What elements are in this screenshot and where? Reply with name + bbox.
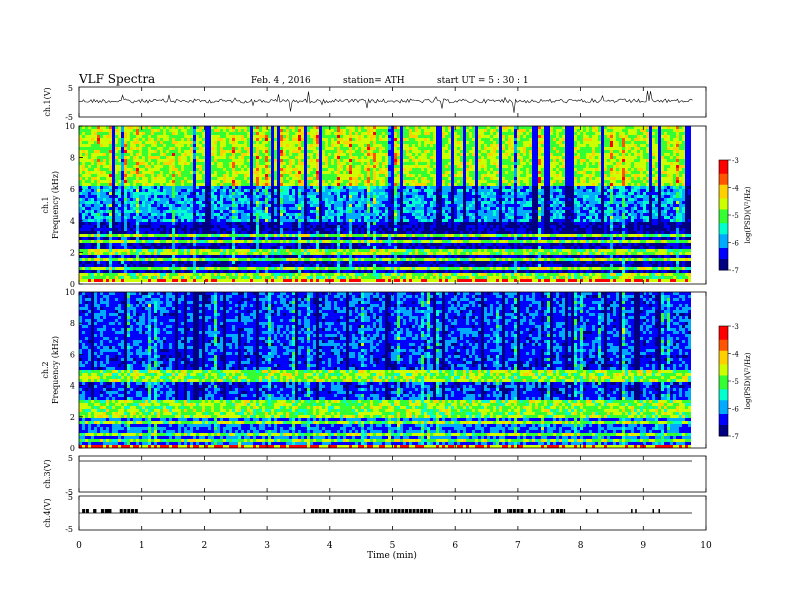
ch1-spectrogram-ytick-label: 10 (65, 122, 75, 131)
ch3-ytick-top: 5 (68, 454, 73, 463)
ch1-colorbar-tick-label: -5 (732, 212, 739, 220)
ch4-ytick-bottom: -5 (65, 525, 73, 534)
ch1-colorbar-tick-label: -6 (732, 240, 739, 248)
ch3-wave-ylabel: ch.3(V) (43, 459, 52, 488)
start-time-label: start UT = 5 : 30 : 1 (437, 76, 529, 86)
time-tick-label: 2 (202, 541, 208, 551)
ch2-spectrogram-ytick-label: 2 (70, 413, 75, 422)
ch1-spectrogram-image (79, 126, 691, 282)
time-tick-label: 0 (76, 541, 82, 551)
date-label: Feb. 4 , 2016 (251, 76, 311, 86)
time-tick-label: 10 (700, 541, 712, 551)
ch1-ytick-top: 5 (68, 84, 73, 93)
time-tick-label: 7 (515, 541, 521, 551)
ch2-colorbar-tick-label: -4 (732, 351, 739, 359)
ch1-colorbar-label: log(PSD)(V²/Hz) (744, 186, 752, 243)
station-label: station= ATH (343, 76, 405, 86)
ch1-waveform-frame (79, 87, 706, 117)
ch1-spectrogram-ytick-label: 4 (70, 217, 75, 226)
ch4-wave-ylabel: ch.4(V) (43, 498, 52, 527)
time-tick-label: 1 (139, 541, 145, 551)
figure-title: VLF Spectra (78, 72, 155, 86)
ch1-spectrogram-ylabel: Frequency (kHz) (51, 171, 60, 239)
vlf-spectra-figure: VLF Spectra Feb. 4 , 2016 station= ATH s… (0, 0, 792, 612)
ch2-colorbar-label: log(PSD)(V²/Hz) (744, 352, 752, 409)
ch2-colorbar-tick-label: -6 (732, 406, 739, 414)
ch2-colorbar-tick-label: -5 (732, 378, 739, 386)
ch1-colorbar-tick-label: -3 (732, 157, 739, 165)
ch1-spectrogram-ytick-label: 2 (70, 248, 75, 257)
ch1-wave-ylabel: ch.1(V) (43, 87, 52, 116)
ch2-spectrogram-ylabel: Frequency (kHz) (51, 336, 60, 404)
time-tick-label: 3 (264, 541, 270, 551)
ch4-waveform-panel: 5 -5 ch.4(V) (43, 493, 706, 534)
ch2-spectrogram-image (79, 292, 691, 448)
ch1-waveform-panel: 5 -5 ch.1(V) (43, 84, 706, 122)
ch2-spectrogram-ylabel-channel: ch.2 (41, 361, 50, 378)
ch1-colorbar-tick-label: -4 (732, 185, 739, 193)
ch2-colorbar-tick-label: -7 (732, 433, 739, 441)
ch1-colorbar-tick-label: -7 (732, 267, 739, 275)
time-tick-label: 4 (327, 541, 333, 551)
ch2-spectrogram-ytick-label: 0 (70, 444, 75, 453)
time-tick-label: 8 (578, 541, 584, 551)
ch1-spectrogram-ytick-label: 8 (70, 154, 75, 163)
ch3-waveform-panel: 5 -5 ch.3(V) (43, 454, 706, 497)
time-tick-label: 6 (452, 541, 458, 551)
time-tick-label: 9 (640, 541, 646, 551)
ch2-spectrogram-ytick-label: 6 (70, 350, 75, 359)
ch2-spectrogram-panel: 0 2 4 6 8 10 ch.2 Frequency (kHz) -3 -4 -5 -6 -7 l… (41, 288, 752, 453)
ch2-spectrogram-ytick-label: 10 (65, 288, 75, 297)
ch2-spectrogram-ytick-label: 4 (70, 382, 75, 391)
ch1-ytick-bottom: -5 (65, 113, 73, 122)
time-tick-label: 5 (390, 541, 396, 551)
ch1-spectrogram-ylabel-channel: ch.1 (41, 196, 50, 213)
time-axis-label: Time (min) (367, 550, 417, 561)
ch1-colorbar: -3 -4 -5 -6 -7 log(PSD)(V²/Hz) (719, 157, 752, 275)
ch2-spectrogram-ytick-label: 8 (70, 319, 75, 328)
ch2-colorbar: -3 -4 -5 -6 -7 log(PSD)(V²/Hz) (719, 323, 752, 441)
ch1-spectrogram-ytick-label: 6 (70, 185, 75, 194)
ch4-pulses (82, 509, 660, 513)
ch1-waveform-line (79, 91, 693, 113)
ch4-ytick-top: 5 (68, 493, 73, 502)
ch2-colorbar-tick-label: -3 (732, 323, 739, 331)
